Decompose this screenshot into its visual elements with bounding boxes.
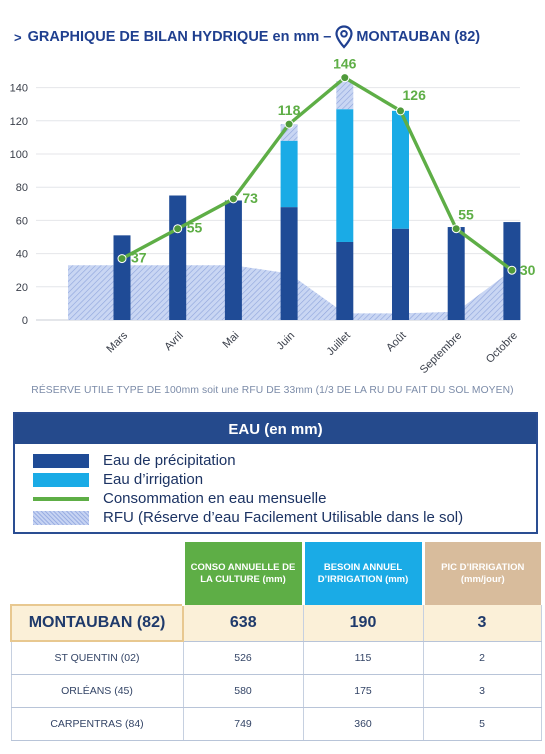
y-tick-label: 80 bbox=[16, 182, 28, 194]
pic-cell: 2 bbox=[422, 641, 542, 675]
conso-cell: 749 bbox=[182, 707, 303, 741]
table-row: CARPENTRAS (84) 749 360 5 bbox=[10, 707, 542, 741]
bar-irrigation bbox=[392, 110, 409, 229]
bar-precipitation bbox=[280, 207, 298, 320]
city-cell: ORLÉANS (45) bbox=[10, 674, 183, 708]
table-header-blank bbox=[11, 542, 183, 605]
legend-swatch-consumption bbox=[33, 496, 89, 501]
y-tick-label: 0 bbox=[22, 315, 28, 327]
conso-cell: 526 bbox=[182, 641, 303, 675]
consumption-point bbox=[284, 119, 294, 129]
city-cell: MONTAUBAN (82) bbox=[10, 604, 184, 642]
consumption-data-label: 73 bbox=[242, 190, 258, 206]
x-tick-label: Octobre bbox=[484, 330, 520, 366]
consumption-data-label: 118 bbox=[278, 102, 301, 118]
consumption-data-label: 55 bbox=[187, 220, 203, 236]
besoin-cell: 175 bbox=[302, 674, 423, 708]
consumption-point bbox=[507, 265, 517, 275]
bar-precipitation bbox=[113, 235, 131, 320]
bar-precipitation bbox=[336, 241, 354, 320]
x-tick-label: Août bbox=[384, 330, 408, 354]
header-conso: CONSO ANNUELLE DE LA CULTURE (mm) bbox=[181, 542, 303, 605]
legend-label-irrigation: Eau d’irrigation bbox=[103, 471, 204, 488]
legend-box: EAU (en mm) Eau de précipitation Eau d’i… bbox=[13, 412, 538, 534]
conso-cell: 638 bbox=[182, 605, 303, 642]
table-header-row: CONSO ANNUELLE DE LA CULTURE (mm) BESOIN… bbox=[11, 542, 541, 605]
consumption-point bbox=[117, 254, 127, 264]
consumption-point bbox=[228, 194, 238, 204]
pic-cell: 3 bbox=[422, 674, 542, 708]
consumption-line bbox=[121, 75, 513, 272]
legend-swatch-rfu bbox=[33, 510, 89, 525]
y-tick-label: 20 bbox=[16, 282, 28, 294]
map-pin-icon bbox=[335, 25, 353, 49]
conso-cell: 580 bbox=[182, 674, 303, 708]
pic-cell: 3 bbox=[422, 605, 542, 642]
title-left: GRAPHIQUE DE BILAN HYDRIQUE en mm – bbox=[27, 29, 332, 45]
city-cell: ST QUENTIN (02) bbox=[10, 641, 183, 675]
legend-label-rfu: RFU (Réserve d’eau Facilement Utilisable… bbox=[103, 509, 464, 526]
water-balance-chart: 0 20 40 60 80 100 120 140 37 55 73 118 146 126 55 30 Mar… bbox=[10, 56, 536, 377]
bar-irrigation bbox=[336, 109, 354, 242]
x-tick-label: Juillet bbox=[325, 330, 353, 358]
y-tick-label: 140 bbox=[10, 83, 28, 95]
bar-irrigation bbox=[280, 140, 298, 208]
besoin-cell: 360 bbox=[302, 707, 423, 741]
x-tick-label: Mai bbox=[220, 330, 241, 351]
consumption-point bbox=[173, 224, 183, 234]
x-tick-label: Mars bbox=[104, 329, 130, 355]
bar-precipitation bbox=[169, 195, 187, 320]
legend-item-rfu: RFU (Réserve d’eau Facilement Utilisable… bbox=[33, 508, 463, 527]
consumption-data-label: 55 bbox=[458, 207, 474, 223]
legend-title: EAU (en mm) bbox=[15, 414, 536, 444]
y-tick-label: 60 bbox=[16, 215, 28, 227]
bar-precipitation bbox=[392, 228, 409, 320]
table-row: ST QUENTIN (02) 526 115 2 bbox=[10, 641, 542, 675]
x-tick-label: Juin bbox=[274, 330, 297, 353]
consumption-point bbox=[340, 73, 350, 83]
bar-rfu-top bbox=[336, 80, 354, 110]
title-right: MONTAUBAN (82) bbox=[356, 29, 481, 45]
x-tick-label: Septembre bbox=[418, 330, 465, 377]
legend-label-precipitation: Eau de précipitation bbox=[103, 452, 236, 469]
header-pic: PIC D’IRRIGATION (mm/jour) bbox=[421, 542, 541, 605]
pic-cell: 5 bbox=[422, 707, 542, 741]
header-besoin: BESOIN ANNUEL D’IRRIGATION (mm) bbox=[301, 542, 423, 605]
consumption-point bbox=[451, 224, 461, 234]
legend-item-precipitation: Eau de précipitation bbox=[33, 451, 236, 470]
besoin-cell: 190 bbox=[302, 605, 423, 642]
table-row-highlight: MONTAUBAN (82) 638 190 3 bbox=[10, 604, 542, 642]
legend-swatch-irrigation bbox=[33, 472, 89, 487]
y-tick-label: 120 bbox=[10, 116, 28, 128]
y-tick-label: 40 bbox=[16, 249, 28, 261]
consumption-data-label: 146 bbox=[333, 56, 357, 72]
legend-item-consumption: Consommation en eau mensuelle bbox=[33, 489, 326, 508]
besoin-cell: 115 bbox=[302, 641, 423, 675]
y-tick-label: 100 bbox=[10, 149, 28, 161]
consumption-data-label: 30 bbox=[520, 262, 536, 278]
chart-footnote: RÉSERVE UTILE TYPE DE 100mm soit une RFU… bbox=[31, 385, 514, 396]
consumption-data-label: 126 bbox=[403, 87, 427, 103]
bar-precipitation bbox=[224, 200, 242, 320]
legend-swatch-precipitation bbox=[33, 453, 89, 468]
consumption-point bbox=[396, 106, 405, 116]
legend-item-irrigation: Eau d’irrigation bbox=[33, 470, 203, 489]
city-cell: CARPENTRAS (84) bbox=[10, 707, 183, 741]
consumption-data-label: 37 bbox=[131, 250, 147, 266]
chevron-right-icon: > bbox=[14, 29, 22, 45]
table-row: ORLÉANS (45) 580 175 3 bbox=[10, 674, 542, 708]
legend-label-consumption: Consommation en eau mensuelle bbox=[103, 490, 327, 507]
comparison-table: CONSO ANNUELLE DE LA CULTURE (mm) BESOIN… bbox=[10, 542, 542, 741]
bar-precipitation bbox=[447, 227, 465, 320]
chart-title: > GRAPHIQUE DE BILAN HYDRIQUE en mm – MO… bbox=[14, 24, 539, 50]
x-tick-label: Avril bbox=[162, 330, 185, 353]
